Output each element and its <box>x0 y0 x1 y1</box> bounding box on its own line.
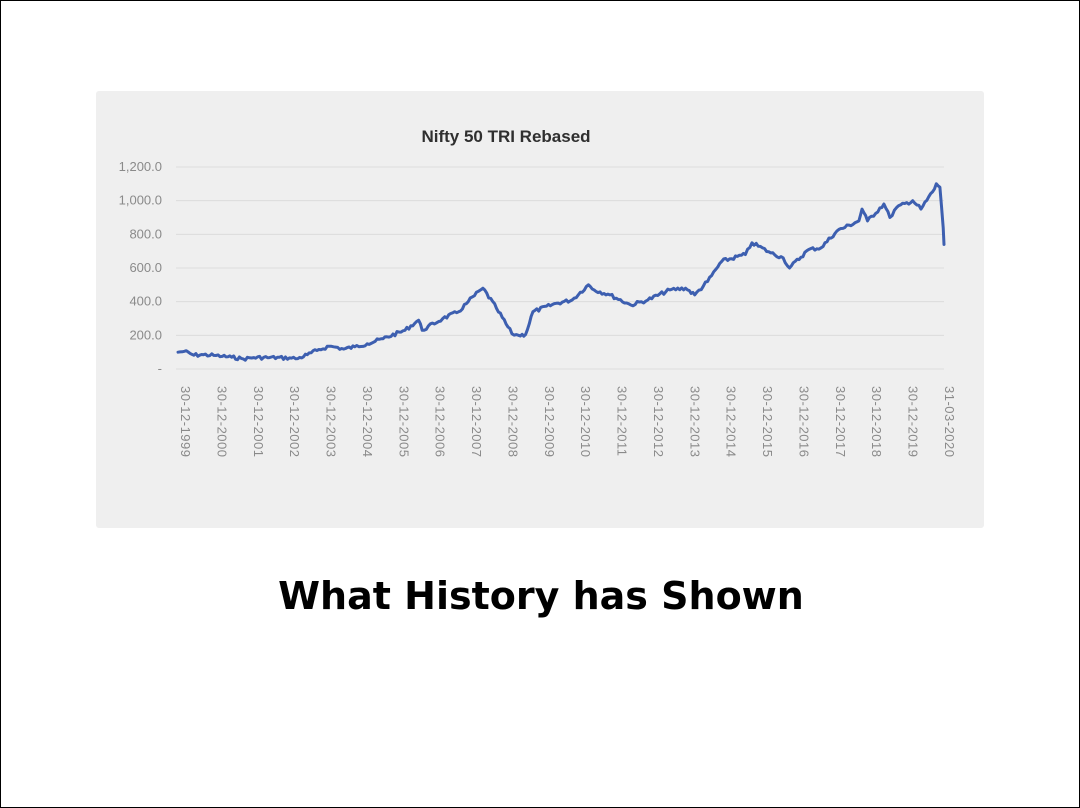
x-tick-label: 30-12-2009 <box>542 386 557 458</box>
x-tick-label: 30-12-2018 <box>869 386 884 458</box>
x-tick-label: 30-12-2002 <box>287 386 302 458</box>
chart-panel: Nifty 50 TRI Rebased - 200.0 400.0 600.0 800… <box>96 91 984 528</box>
y-tick-label: 800.0 <box>129 226 162 241</box>
y-tick-label: - <box>158 361 162 376</box>
x-tick-label: 30-12-2010 <box>578 386 593 458</box>
x-tick-label: 31-03-2020 <box>942 386 957 458</box>
x-tick-label: 30-12-2005 <box>396 386 411 458</box>
y-tick-label: 200.0 <box>129 327 162 342</box>
x-tick-label: 30-12-2013 <box>687 386 702 458</box>
x-tick-label: 30-12-2001 <box>251 386 266 458</box>
x-axis-ticks: 30-12-1999 30-12-2000 30-12-2001 30-12-2002… <box>178 386 957 458</box>
x-tick-label: 30-12-2004 <box>360 386 375 458</box>
x-tick-label: 30-12-1999 <box>178 386 193 458</box>
y-tick-label: 1,000.0 <box>119 193 162 208</box>
series-line <box>176 182 946 362</box>
x-tick-label: 30-12-2016 <box>796 386 811 458</box>
x-tick-label: 30-12-2007 <box>469 386 484 458</box>
chart-title: Nifty 50 TRI Rebased <box>421 127 590 146</box>
slide-title: What History has Shown <box>278 574 804 618</box>
x-tick-label: 30-12-2003 <box>324 386 339 458</box>
x-tick-label: 30-12-2015 <box>760 386 775 458</box>
x-tick-label: 30-12-2000 <box>214 386 229 458</box>
y-axis-ticks: - 200.0 400.0 600.0 800.0 1,000.0 1,200.0 <box>119 159 162 376</box>
x-tick-label: 30-12-2006 <box>433 386 448 458</box>
x-tick-label: 30-12-2014 <box>724 386 739 458</box>
x-tick-label: 30-12-2012 <box>651 386 666 458</box>
x-tick-label: 30-12-2019 <box>906 386 921 458</box>
x-tick-label: 30-12-2008 <box>505 386 520 458</box>
series-layer <box>176 182 946 362</box>
y-tick-label: 600.0 <box>129 260 162 275</box>
x-tick-label: 30-12-2011 <box>615 386 630 457</box>
line-chart: Nifty 50 TRI Rebased - 200.0 400.0 600.0 800… <box>119 127 957 458</box>
gridlines <box>176 166 944 370</box>
y-tick-label: 400.0 <box>129 294 162 309</box>
x-tick-label: 30-12-2017 <box>833 386 848 458</box>
y-tick-label: 1,200.0 <box>119 159 162 174</box>
